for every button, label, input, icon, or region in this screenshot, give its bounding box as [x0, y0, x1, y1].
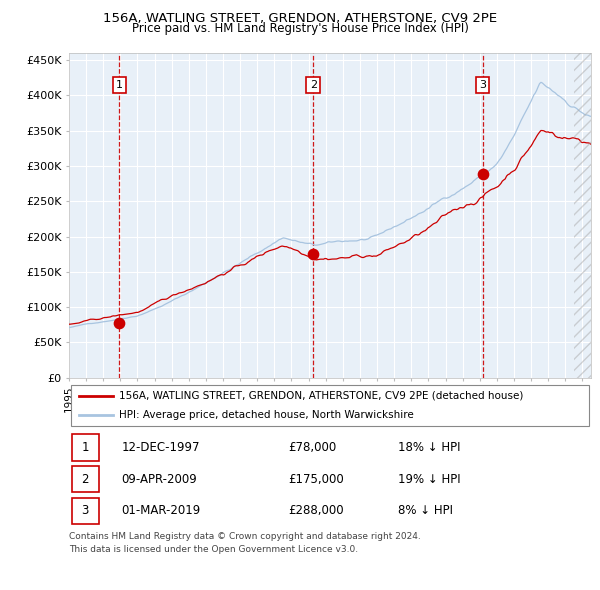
Text: HPI: Average price, detached house, North Warwickshire: HPI: Average price, detached house, Nort…: [119, 411, 413, 420]
Text: 1: 1: [82, 441, 89, 454]
Text: 09-APR-2009: 09-APR-2009: [121, 473, 197, 486]
Text: £175,000: £175,000: [288, 473, 344, 486]
Text: 2: 2: [82, 473, 89, 486]
Text: 8% ↓ HPI: 8% ↓ HPI: [398, 504, 453, 517]
Text: £78,000: £78,000: [288, 441, 337, 454]
Text: Price paid vs. HM Land Registry's House Price Index (HPI): Price paid vs. HM Land Registry's House …: [131, 22, 469, 35]
Point: [308, 250, 318, 259]
FancyBboxPatch shape: [71, 434, 99, 461]
Text: 156A, WATLING STREET, GRENDON, ATHERSTONE, CV9 2PE (detached house): 156A, WATLING STREET, GRENDON, ATHERSTON…: [119, 391, 523, 401]
Text: 156A, WATLING STREET, GRENDON, ATHERSTONE, CV9 2PE: 156A, WATLING STREET, GRENDON, ATHERSTON…: [103, 12, 497, 25]
Text: 3: 3: [479, 80, 486, 90]
Text: 3: 3: [82, 504, 89, 517]
FancyBboxPatch shape: [71, 385, 589, 426]
Text: This data is licensed under the Open Government Licence v3.0.: This data is licensed under the Open Gov…: [69, 545, 358, 553]
Text: £288,000: £288,000: [288, 504, 344, 517]
Text: 12-DEC-1997: 12-DEC-1997: [121, 441, 200, 454]
FancyBboxPatch shape: [71, 466, 99, 493]
Bar: [574, 53, 591, 378]
Text: 18% ↓ HPI: 18% ↓ HPI: [398, 441, 460, 454]
Point: [115, 318, 124, 327]
Text: Contains HM Land Registry data © Crown copyright and database right 2024.: Contains HM Land Registry data © Crown c…: [69, 532, 421, 540]
Point: [478, 170, 487, 179]
Text: 1: 1: [116, 80, 123, 90]
Text: 2: 2: [310, 80, 317, 90]
Text: 01-MAR-2019: 01-MAR-2019: [121, 504, 200, 517]
Text: 19% ↓ HPI: 19% ↓ HPI: [398, 473, 460, 486]
FancyBboxPatch shape: [71, 497, 99, 525]
